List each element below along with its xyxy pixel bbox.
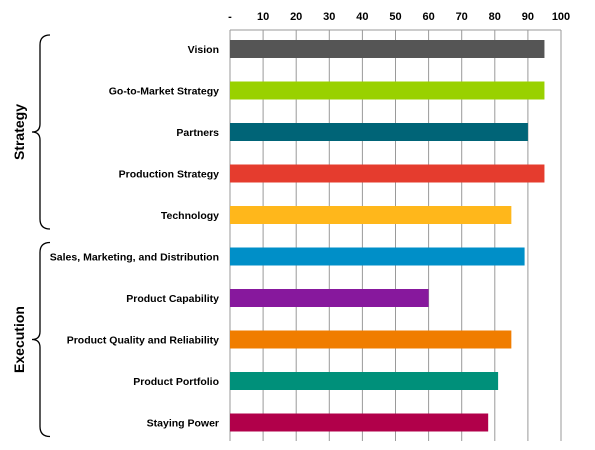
category-label: Production Strategy bbox=[119, 169, 220, 181]
x-tick-label: 70 bbox=[456, 11, 468, 23]
bar bbox=[230, 289, 429, 307]
category-label: Vision bbox=[188, 44, 219, 56]
x-tick-label: 50 bbox=[389, 11, 401, 23]
category-label: Product Quality and Reliability bbox=[67, 335, 219, 347]
x-tick-label: 80 bbox=[489, 11, 501, 23]
bar bbox=[230, 206, 512, 224]
x-tick-label: 20 bbox=[290, 11, 302, 23]
bar bbox=[230, 413, 489, 432]
category-label: Staying Power bbox=[147, 418, 219, 430]
x-tick-label: 100 bbox=[552, 11, 570, 23]
group-brace bbox=[31, 34, 51, 230]
category-label: Product Portfolio bbox=[133, 376, 219, 388]
bar bbox=[230, 81, 545, 100]
x-tick-label: - bbox=[228, 11, 232, 23]
category-label: Product Capability bbox=[126, 293, 219, 305]
x-tick-label: 10 bbox=[257, 11, 269, 23]
category-label: Partners bbox=[176, 127, 219, 139]
bar bbox=[230, 164, 545, 183]
x-tick-label: 90 bbox=[522, 11, 534, 23]
category-label: Technology bbox=[161, 210, 219, 222]
x-tick-label: 30 bbox=[323, 11, 335, 23]
category-label: Sales, Marketing, and Distribution bbox=[50, 252, 219, 264]
bar bbox=[230, 330, 512, 349]
group-brace bbox=[31, 241, 51, 438]
x-tick-label: 40 bbox=[356, 11, 368, 23]
group-label: Execution bbox=[11, 306, 27, 373]
x-tick-label: 60 bbox=[422, 11, 434, 23]
bar bbox=[230, 40, 545, 58]
category-label: Go-to-Market Strategy bbox=[109, 86, 219, 98]
bar bbox=[230, 123, 528, 141]
bar bbox=[230, 372, 499, 390]
bar bbox=[230, 247, 525, 266]
group-label: Strategy bbox=[11, 104, 27, 160]
